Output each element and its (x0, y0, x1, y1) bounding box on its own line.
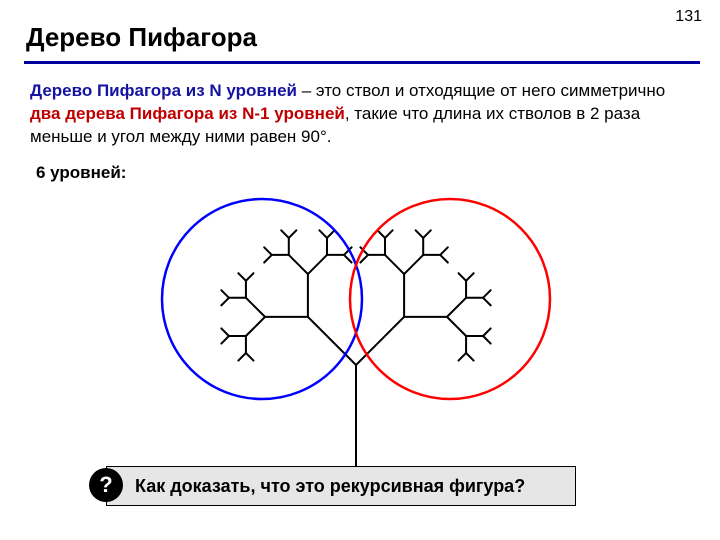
question-mark-icon: ? (89, 468, 123, 502)
page-title: Дерево Пифагора (0, 0, 720, 57)
levels-label: 6 уровней: (0, 149, 720, 183)
def-term: Дерево Пифагора из N уровней (30, 81, 297, 100)
question-callout: ? Как доказать, что это рекурсивная фигу… (106, 466, 576, 506)
page-number: 131 (675, 8, 702, 26)
def-subterm: два дерева Пифагора из N-1 уровней (30, 104, 345, 123)
tree-diagram (0, 183, 720, 478)
tree-svg (0, 183, 720, 483)
def-text-1: – это ствол и отходящие от него симметри… (297, 81, 665, 100)
question-text: Как доказать, что это рекурсивная фигура… (107, 476, 525, 497)
definition-paragraph: Дерево Пифагора из N уровней – это ствол… (0, 64, 720, 149)
